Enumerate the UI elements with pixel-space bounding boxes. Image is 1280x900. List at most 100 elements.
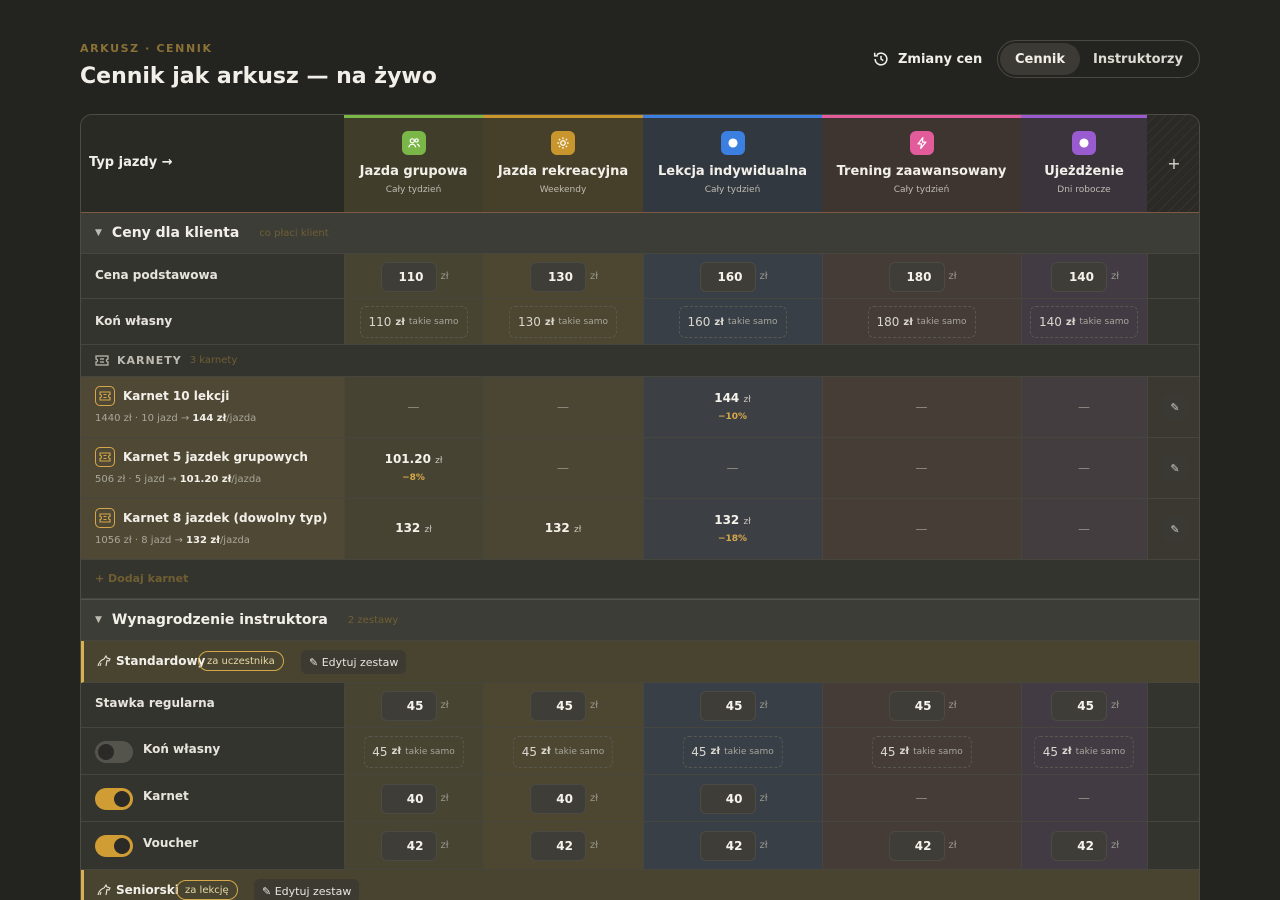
price-input[interactable]: 42 bbox=[1051, 831, 1107, 861]
column-schedule: Dni robocze bbox=[1057, 185, 1111, 195]
column-divider bbox=[643, 728, 644, 774]
karnet-price[interactable]: 101.20 zł bbox=[344, 452, 483, 466]
column-head-5[interactable]: Ujeżdżenie Dni robocze bbox=[1021, 115, 1147, 212]
same-hint: takie samo bbox=[408, 317, 459, 327]
column-divider bbox=[1021, 822, 1022, 869]
price-input[interactable]: 42 bbox=[530, 831, 586, 861]
inherited-price[interactable]: 45 zł takie samo bbox=[682, 735, 783, 768]
same-hint: takie samo bbox=[554, 746, 605, 757]
edit-karnet-button[interactable]: ✎ bbox=[1162, 516, 1188, 542]
price-input[interactable]: 45 bbox=[380, 690, 437, 721]
price-input[interactable]: 45 bbox=[888, 690, 945, 721]
column-divider bbox=[1021, 377, 1022, 437]
tab-instruktorzy[interactable]: Instruktorzy bbox=[1093, 51, 1183, 67]
column-name: Jazda grupowa bbox=[359, 164, 468, 179]
currency-unit: zł bbox=[590, 840, 599, 851]
price-input[interactable]: 140 bbox=[1051, 261, 1107, 292]
inherited-price[interactable]: 110 zł takie samo bbox=[359, 306, 468, 338]
inherited-price[interactable]: 45 zł takie samo bbox=[363, 735, 464, 768]
karnet-price[interactable]: 132 zł bbox=[344, 521, 483, 535]
currency-unit: zł bbox=[948, 699, 957, 711]
price-input[interactable]: 130 bbox=[530, 261, 586, 292]
column-divider bbox=[483, 299, 484, 344]
section-title[interactable]: ▼ Wynagrodzenie instruktora 2 zestawy bbox=[95, 612, 398, 628]
history-icon bbox=[873, 52, 888, 66]
currency-unit: zł bbox=[759, 840, 768, 851]
price-input[interactable]: 40 bbox=[530, 783, 586, 814]
add-karnet-button[interactable]: + Dodaj karnet bbox=[95, 572, 189, 585]
currency-unit: zł bbox=[710, 746, 721, 757]
inherited-price[interactable]: 45 zł takie samo bbox=[871, 735, 972, 768]
price-value: 132 bbox=[395, 521, 425, 535]
inherited-price[interactable]: 180 zł takie samo bbox=[867, 306, 976, 338]
column-color-strip bbox=[483, 115, 643, 118]
column-divider bbox=[822, 438, 823, 498]
column-head-1[interactable]: Jazda grupowa Cały tydzień bbox=[344, 115, 483, 212]
row-label: Voucher bbox=[143, 836, 199, 850]
price-input[interactable]: 45 bbox=[530, 690, 586, 721]
column-divider bbox=[344, 683, 345, 727]
column-divider bbox=[344, 377, 345, 437]
column-divider bbox=[822, 683, 823, 727]
inherited-price[interactable]: 45 zł takie samo bbox=[512, 735, 614, 768]
column-divider bbox=[1147, 299, 1148, 344]
rate-toggle[interactable] bbox=[95, 740, 133, 763]
karnet-price[interactable]: 132 zł bbox=[483, 521, 643, 535]
karnet-price[interactable]: 132 zł bbox=[643, 513, 822, 527]
karnet-title: Karnet 10 lekcji bbox=[123, 389, 230, 403]
column-head-4[interactable]: Trening zaawansowany Cały tydzień bbox=[822, 115, 1021, 212]
price-input[interactable]: 42 bbox=[699, 831, 756, 861]
ticket-icon bbox=[95, 386, 115, 406]
column-tint bbox=[1021, 438, 1147, 498]
price-input[interactable]: 160 bbox=[699, 261, 756, 292]
empty-cell: — bbox=[915, 790, 928, 805]
price-input[interactable]: 40 bbox=[699, 783, 756, 814]
row-label: Stawka regularna bbox=[95, 695, 215, 710]
column-head-3[interactable]: Lekcja indywidualna Cały tydzień bbox=[643, 115, 822, 212]
edit-set-button[interactable]: ✎ Edytuj zestaw bbox=[301, 650, 407, 674]
karnet-label-tint bbox=[81, 377, 344, 437]
pencil-icon: ✎ bbox=[1170, 461, 1180, 475]
karnet-name[interactable]: Karnet 10 lekcji bbox=[95, 386, 229, 406]
inherited-price[interactable]: 45 zł takie samo bbox=[1033, 735, 1135, 768]
price-input[interactable]: 45 bbox=[1051, 690, 1107, 721]
tab-cennik[interactable]: Cennik bbox=[1000, 43, 1080, 75]
same-hint: takie samo bbox=[405, 746, 455, 757]
section-label: Ceny dla klienta bbox=[111, 225, 240, 241]
empty-cell: — bbox=[407, 399, 420, 414]
currency-unit: zł bbox=[590, 792, 599, 804]
price-input[interactable]: 42 bbox=[380, 831, 437, 861]
rate-toggle[interactable] bbox=[95, 787, 133, 810]
section-title[interactable]: ▼ Ceny dla klienta co płaci klient bbox=[95, 225, 329, 241]
empty-cell: — bbox=[1078, 790, 1090, 805]
price-history-button[interactable]: Zmiany cen bbox=[872, 49, 982, 69]
karnet-price[interactable]: 144 zł bbox=[643, 391, 822, 405]
price-value: 132 bbox=[544, 521, 574, 535]
inherited-price[interactable]: 130 zł takie samo bbox=[508, 306, 618, 338]
column-divider bbox=[822, 822, 823, 869]
edit-set-button[interactable]: ✎ Edytuj zestaw bbox=[254, 879, 360, 900]
add-column-button[interactable]: + bbox=[1147, 115, 1199, 212]
column-tint bbox=[1021, 499, 1147, 559]
price-input[interactable]: 40 bbox=[380, 783, 437, 814]
column-divider bbox=[822, 775, 823, 821]
price-input[interactable]: 42 bbox=[888, 831, 945, 861]
column-head-2[interactable]: Jazda rekreacyjna Weekendy bbox=[483, 115, 643, 212]
karnet-name[interactable]: Karnet 5 jazdek grupowych bbox=[95, 447, 308, 467]
column-divider bbox=[344, 728, 345, 774]
inherited-price[interactable]: 160 zł takie samo bbox=[678, 306, 787, 338]
rate-toggle[interactable] bbox=[95, 835, 133, 857]
currency-unit: zł bbox=[541, 746, 551, 757]
section-karnety: KARNETY 3 karnety bbox=[81, 345, 1199, 377]
column-color-strip bbox=[643, 115, 822, 118]
price-input[interactable]: 180 bbox=[888, 261, 945, 292]
edit-karnet-button[interactable]: ✎ bbox=[1162, 455, 1188, 481]
column-divider bbox=[344, 438, 345, 498]
karnet-name[interactable]: Karnet 8 jazdek (dowolny typ) bbox=[95, 508, 327, 528]
price-input[interactable]: 110 bbox=[380, 261, 437, 292]
price-input[interactable]: 45 bbox=[699, 690, 756, 721]
edit-karnet-button[interactable]: ✎ bbox=[1162, 394, 1188, 420]
currency-unit: zł bbox=[440, 840, 449, 851]
currency-unit: zł bbox=[1111, 699, 1120, 711]
inherited-price[interactable]: 140 zł takie samo bbox=[1029, 306, 1139, 338]
